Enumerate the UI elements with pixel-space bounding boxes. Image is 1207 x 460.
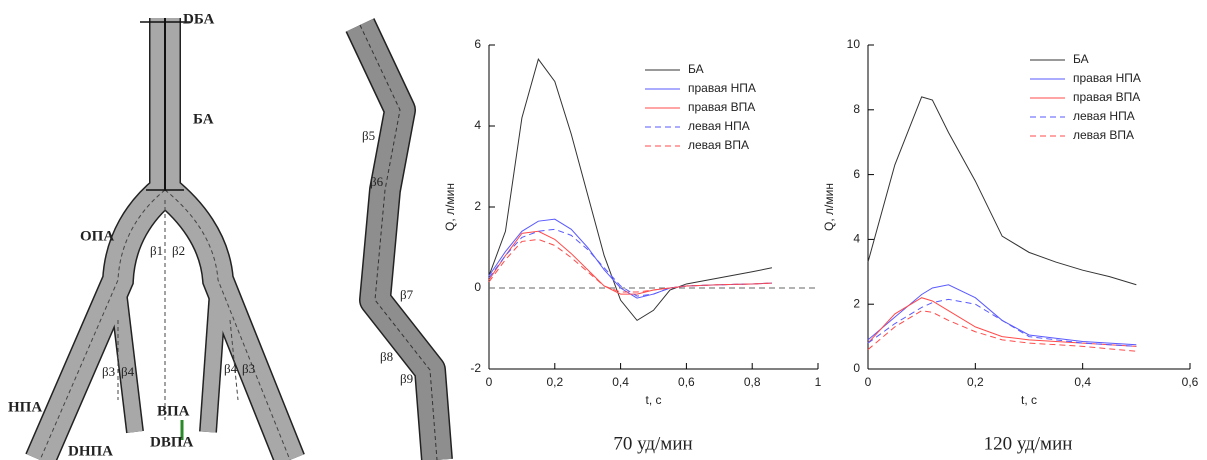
legend-label: левая ВПА: [1073, 128, 1134, 142]
x-tick-label: 0,6: [1182, 375, 1199, 389]
y-tick-label: 6: [474, 37, 481, 51]
y-tick-label: 0: [474, 280, 481, 294]
tube: [110, 289, 143, 433]
x-axis-label: t, с: [1021, 393, 1037, 407]
x-tick-label: 0,4: [612, 375, 629, 389]
legend-label: правая ВПА: [688, 100, 755, 114]
y-tick-label: 2: [853, 296, 860, 310]
diagram-label: НПА: [8, 399, 42, 415]
series-line: [488, 238, 772, 293]
x-tick-label: 0: [865, 375, 872, 389]
legend-label: левая НПА: [1073, 109, 1135, 123]
caption: 120 уд/мин: [984, 433, 1073, 454]
legend-label: БА: [688, 62, 704, 76]
series-line: [867, 310, 1137, 352]
diagram-label: БА: [193, 111, 214, 127]
legend-label: БА: [1073, 52, 1089, 66]
legend-label: правая НПА: [688, 81, 756, 95]
diagram-label: β4: [121, 364, 135, 379]
x-tick-label: 0,2: [546, 375, 563, 389]
x-axis-label: t, с: [645, 393, 661, 407]
x-tick-label: 0,8: [744, 375, 761, 389]
centerline: [39, 189, 291, 460]
marker: [140, 21, 190, 191]
y-axis-label: Q, л/мин: [443, 183, 457, 231]
x-tick-label: 0,6: [678, 375, 695, 389]
diagram-label: DНПА: [68, 443, 113, 459]
series-line: [867, 297, 1137, 347]
x-tick-label: 0,2: [967, 375, 984, 389]
x-tick-label: 0,4: [1074, 375, 1091, 389]
tube: [200, 289, 226, 433]
y-tick-label: 8: [853, 102, 860, 116]
series-line: [867, 284, 1137, 346]
y-tick-label: 6: [853, 167, 860, 181]
legend-label: левая ВПА: [688, 138, 749, 152]
diagram-label: β4: [224, 361, 238, 376]
series-line: [488, 218, 772, 299]
series-line: [488, 228, 772, 297]
series-line: [488, 58, 773, 322]
diagram-label: β7: [400, 287, 414, 302]
diagram-label: β3: [242, 361, 255, 376]
tube: [346, 18, 452, 460]
diagram-label: DВПА: [150, 434, 194, 450]
diagram-label: β5: [362, 128, 375, 143]
y-tick-label: -2: [470, 361, 481, 375]
diagram-label: β2: [172, 243, 185, 258]
diagram-label: ВПА: [157, 403, 190, 419]
series-line: [867, 96, 1137, 286]
diagram-label: β1: [150, 243, 163, 258]
diagram-label: β6: [370, 174, 384, 189]
diagram-label: DБА: [183, 11, 215, 27]
y-tick-label: 2: [474, 199, 481, 213]
diagram-label: β3: [102, 364, 115, 379]
diagram-label: β9: [400, 371, 413, 386]
vessel-diagram: [25, 18, 453, 460]
diagram-label: ОПА: [80, 228, 114, 244]
diagram-label: β8: [380, 349, 393, 364]
legend-label: правая ВПА: [1073, 90, 1140, 104]
y-tick-label: 0: [853, 361, 860, 375]
x-tick-label: 0: [486, 375, 493, 389]
y-tick-label: 4: [853, 232, 860, 246]
caption: 70 уд/мин: [613, 433, 692, 454]
y-tick-label: 10: [847, 37, 861, 51]
x-tick-label: 1: [815, 375, 822, 389]
y-tick-label: 4: [474, 118, 481, 132]
legend-label: правая НПА: [1073, 71, 1141, 85]
y-axis-label: Q, л/мин: [822, 183, 836, 231]
legend-label: левая НПА: [688, 119, 750, 133]
series-line: [867, 298, 1137, 347]
centerline: [359, 24, 438, 460]
